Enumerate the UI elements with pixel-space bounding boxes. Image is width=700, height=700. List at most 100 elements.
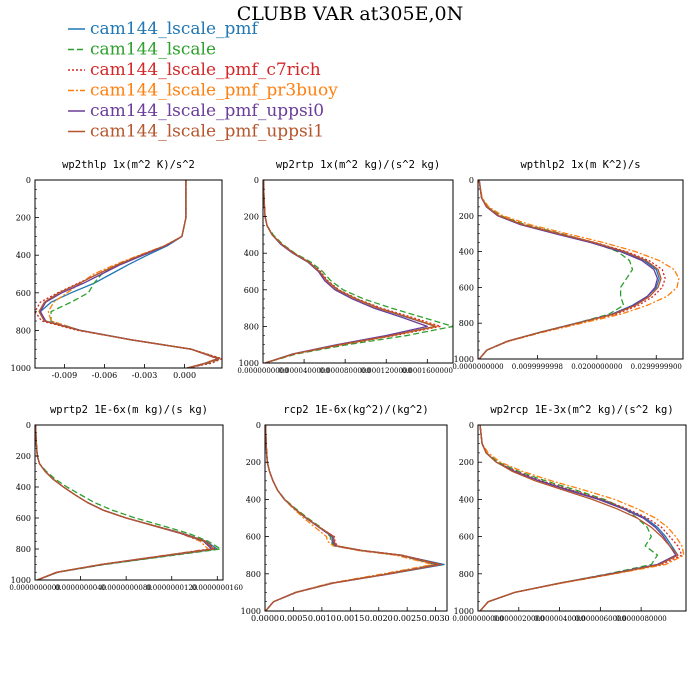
x-tick-label: 0.0005 — [279, 614, 307, 623]
panel-title: wp2thlp 1x(m^2 K)/s^2 — [62, 159, 195, 171]
series-line — [265, 425, 440, 611]
series-line — [35, 425, 209, 580]
panel-title: wprtp2 1E-6x(m kg)/(s kg) — [50, 404, 208, 416]
legend-label: cam144_lscale_pmf_pr3buoy — [90, 81, 338, 101]
series-line — [265, 425, 434, 611]
y-tick-label: 1000 — [241, 607, 261, 616]
series-line — [263, 180, 428, 363]
legend-label: cam144_lscale — [90, 40, 216, 60]
x-tick-label: 0.0299999900 — [631, 363, 682, 371]
legend-entry: cam144_lscale_pmf_uppsi1 — [68, 122, 324, 142]
series-line — [263, 180, 453, 363]
y-tick-label: 0 — [469, 421, 474, 430]
y-tick-label: 200 — [16, 214, 31, 223]
x-tick-label: 0.0000000120 — [146, 584, 197, 592]
series-line — [35, 425, 215, 580]
y-tick-label: 600 — [16, 289, 31, 298]
plot-frame — [262, 179, 454, 364]
panel-title: wp2rtp 1x(m^2 kg)/(s^2 kg) — [276, 159, 440, 171]
panel-title: wp2rcp 1E-3x(m^2 kg)/(s^2 kg) — [490, 404, 673, 416]
legend-entry: cam144_lscale — [68, 40, 216, 60]
legend-entry: cam144_lscale_pmf_uppsi0 — [68, 101, 324, 121]
x-tick-label: -0.009 — [52, 371, 78, 380]
plot-frame — [264, 424, 448, 612]
y-tick-label: 800 — [459, 319, 474, 328]
plot-frame — [477, 179, 684, 360]
y-tick-label: 400 — [459, 248, 474, 257]
y-tick-label: 800 — [459, 570, 474, 579]
x-tick-label: 0.0010 — [308, 614, 336, 623]
y-tick-label: 800 — [246, 570, 261, 579]
series-line — [479, 425, 659, 611]
series-line — [479, 425, 679, 611]
y-tick-label: 0 — [256, 421, 261, 430]
x-tick-label: -0.006 — [92, 371, 118, 380]
y-tick-label: 1000 — [239, 359, 259, 368]
x-tick-label: 0.0000000000 — [452, 363, 503, 371]
y-tick-label: 600 — [459, 533, 474, 542]
chart-panel: wp2rtp 1x(m^2 kg)/(s^2 kg) 0 200 400 600 800 1… — [237, 159, 454, 375]
y-tick-label: 400 — [459, 495, 474, 504]
series-line — [478, 180, 634, 359]
legend-entry: cam144_lscale_pmf_c7rich — [68, 60, 321, 80]
y-tick-label: 800 — [244, 322, 259, 331]
y-tick-label: 0 — [26, 421, 31, 430]
x-tick-label: -0.003 — [132, 371, 158, 380]
legend-label: cam144_lscale_pmf — [90, 19, 260, 39]
legend-label: cam144_lscale_pmf_uppsi0 — [90, 101, 324, 121]
x-tick-label: 0.0000000000 — [9, 584, 60, 592]
x-tick-label: 0.0000000000 — [237, 367, 288, 375]
panels: wp2thlp 1x(m^2 K)/s^2 0 200 400 600 800 1000 -0… — [9, 159, 687, 623]
y-tick-label: 0 — [26, 176, 31, 185]
x-tick-label: 0.0025 — [393, 614, 421, 623]
y-tick-label: 600 — [246, 533, 261, 542]
y-tick-label: 200 — [459, 458, 474, 467]
x-tick-label: 0.0001200000 — [361, 367, 412, 375]
series-line — [478, 180, 680, 359]
legend-label: cam144_lscale_pmf_uppsi1 — [90, 122, 324, 142]
y-tick-label: 200 — [244, 213, 259, 222]
series-line — [265, 425, 441, 611]
series-line — [263, 180, 442, 363]
series-group — [35, 180, 222, 368]
y-tick-label: 200 — [16, 452, 31, 461]
y-tick-label: 1000 — [11, 576, 31, 585]
x-tick-label: 0.0000020000 — [493, 615, 544, 623]
y-tick-label: 600 — [244, 286, 259, 295]
series-line — [478, 180, 659, 359]
y-tick-label: 200 — [459, 212, 474, 221]
legend-entry: cam144_lscale_pmf — [68, 19, 260, 39]
y-tick-label: 400 — [16, 483, 31, 492]
series-line — [478, 180, 662, 359]
series-group — [478, 180, 680, 359]
x-tick-label: 0.0000000000 — [452, 615, 503, 623]
series-group — [479, 425, 685, 611]
y-tick-label: 400 — [244, 249, 259, 258]
series-line — [35, 425, 216, 580]
legend: cam144_lscale_pmfcam144_lscalecam144_lsc… — [68, 19, 338, 142]
chart-panel: wpthlp2 1x(m K^2)/s020040060080010000.00… — [452, 159, 684, 371]
y-tick-label: 1000 — [454, 355, 474, 364]
series-line — [50, 180, 222, 368]
series-line — [35, 425, 218, 580]
x-tick-label: 0.0000040000 — [534, 615, 585, 623]
series-line — [265, 425, 445, 611]
series-line — [35, 425, 222, 580]
series-line — [265, 425, 442, 611]
series-group — [265, 425, 445, 611]
x-tick-label: 0.0200000000 — [571, 363, 622, 371]
chart-panel: wp2thlp 1x(m^2 K)/s^2 0 200 400 600 800 1000 -0… — [11, 159, 223, 380]
y-tick-label: 1000 — [11, 364, 31, 373]
x-tick-label: 0.0000060000 — [575, 615, 626, 623]
y-tick-label: 400 — [246, 495, 261, 504]
x-tick-label: 0.0000 — [251, 614, 279, 623]
series-line — [38, 180, 220, 368]
y-tick-label: 800 — [16, 545, 31, 554]
x-tick-label: 0.0000000160 — [192, 584, 243, 592]
series-line — [263, 180, 439, 363]
x-tick-label: 0.0020 — [365, 614, 393, 623]
y-tick-label: 600 — [459, 283, 474, 292]
series-line — [263, 180, 437, 363]
panel-title: wpthlp2 1x(m K^2)/s — [520, 159, 640, 171]
